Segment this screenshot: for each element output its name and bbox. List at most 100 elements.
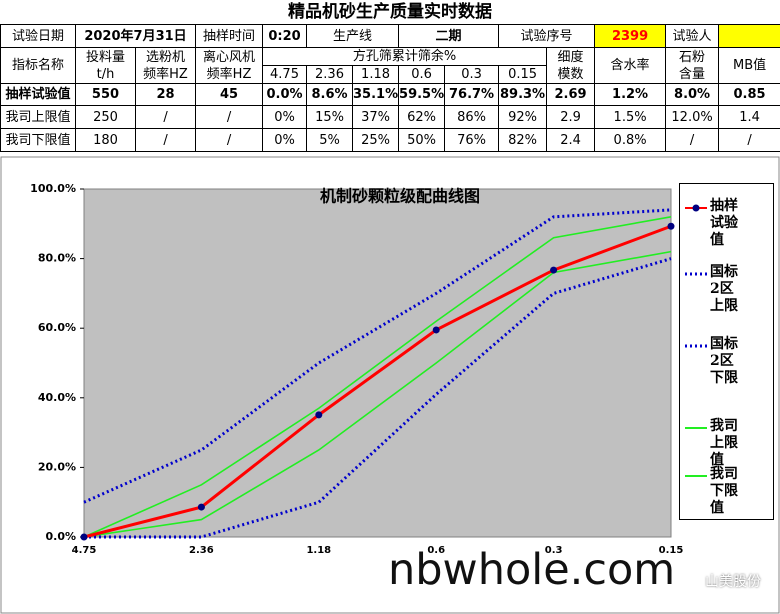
value-cell: 2.69 [546, 83, 596, 106]
value-cell: 我司上限值 [0, 105, 76, 129]
value-cell: 92% [498, 105, 548, 129]
header-cell: 投料量 t/h [75, 47, 136, 84]
y-tick-label: 40.0% [38, 391, 76, 404]
point-marker [667, 222, 675, 230]
legend-label: 国标2区下限 [710, 336, 738, 386]
value-cell: 25% [352, 128, 400, 152]
series-line [83, 250, 672, 538]
legend-swatch [685, 475, 707, 477]
point-marker [197, 503, 205, 511]
info-cell: 生产线 [306, 24, 400, 48]
value-cell: 12.0% [665, 105, 720, 129]
value-cell: 我司下限值 [0, 128, 76, 152]
info-cell: 试验人 [665, 24, 720, 48]
x-tick-label: 0.6 [427, 545, 445, 556]
sieve-cell: 0.6 [398, 65, 446, 84]
value-cell: 45 [195, 83, 264, 106]
legend-label: 抽样试验值 [710, 198, 738, 248]
value-cell: / [718, 128, 780, 152]
sieve-cell: 0.15 [498, 65, 548, 84]
legend-label: 国标2区上限 [710, 264, 738, 314]
point-marker [550, 266, 558, 274]
value-cell: 抽样试验值 [0, 83, 76, 106]
legend-swatch [685, 344, 707, 348]
header-cell: 方孔筛累计筛余% [262, 47, 548, 66]
watermark: nbwhole.com [388, 545, 676, 595]
value-cell: 76% [444, 128, 500, 152]
plot-area [83, 188, 672, 538]
legend-swatch [685, 272, 707, 276]
y-tick-label: 100.0% [30, 182, 76, 195]
x-tick-label: 0.3 [545, 545, 563, 556]
sieve-cell: 4.75 [262, 65, 308, 84]
point-marker [432, 326, 440, 334]
value-cell: / [195, 105, 264, 129]
value-cell: 0% [262, 105, 308, 129]
info-cell: 试验日期 [0, 24, 76, 48]
header-cell: MB值 [718, 47, 780, 84]
legend-swatch [685, 204, 707, 212]
value-cell: 1.5% [594, 105, 667, 129]
value-cell: / [195, 128, 264, 152]
x-tick-label: 4.75 [72, 545, 97, 556]
brand-watermark: 山美股份 [705, 574, 761, 590]
point-marker [315, 411, 323, 419]
series-line [83, 208, 672, 504]
value-cell: 0.85 [718, 83, 780, 106]
value-cell: 2.9 [546, 105, 596, 129]
y-tick-label: 60.0% [38, 321, 76, 334]
value-cell: 50% [398, 128, 446, 152]
y-tick-label: 0.0% [45, 530, 76, 543]
legend-label: 我司上限值 [710, 418, 738, 468]
value-cell: 250 [75, 105, 136, 129]
value-cell: / [665, 128, 720, 152]
value-cell: 0% [262, 128, 308, 152]
x-tick-label: 2.36 [189, 545, 214, 556]
value-cell: 35.1% [352, 83, 400, 106]
x-tick-label: 0.15 [659, 545, 684, 556]
value-cell: 62% [398, 105, 446, 129]
chart-title: 机制砂颗粒级配曲线图 [320, 187, 480, 206]
value-cell: 59.5% [398, 83, 446, 106]
header-cell: 石粉 含量 [665, 47, 720, 84]
value-cell: 0.0% [262, 83, 308, 106]
info-cell: 0:20 [262, 24, 308, 48]
value-cell: 76.7% [444, 83, 500, 106]
header-cell: 含水率 [594, 47, 667, 84]
value-cell: 5% [306, 128, 354, 152]
legend-label: 我司下限值 [710, 466, 738, 516]
value-cell: 15% [306, 105, 354, 129]
blank-yellow-cell [718, 24, 780, 48]
value-cell: 8.0% [665, 83, 720, 106]
legend: 抽样试验值国标2区上限 国标2区下限 我司上限值 我司下限值 [679, 183, 774, 520]
series-line [83, 216, 672, 538]
value-cell: / [134, 105, 197, 129]
point-marker [80, 533, 88, 541]
header-cell: 选粉机 频率HZ [134, 47, 197, 84]
value-cell: 180 [75, 128, 136, 152]
series-line [83, 224, 672, 539]
header-cell: 细度 模数 [546, 47, 596, 84]
value-cell: 2.4 [546, 128, 596, 152]
value-cell: 1.4 [718, 105, 780, 129]
info-cell: 2399 [594, 24, 667, 48]
x-tick-label: 1.18 [306, 545, 331, 556]
info-cell: 二期 [398, 24, 500, 48]
sieve-cell: 1.18 [352, 65, 400, 84]
info-cell: 2020年7月31日 [74, 24, 197, 48]
value-cell: 0.8% [594, 128, 667, 152]
sieve-cell: 0.3 [444, 65, 500, 84]
y-tick-label: 20.0% [38, 460, 76, 473]
y-tick-label: 80.0% [38, 252, 76, 265]
header-cell: 离心风机 频率HZ [195, 47, 264, 84]
value-cell: 86% [444, 105, 500, 129]
value-cell: 28 [134, 83, 197, 106]
value-cell: 1.2% [594, 83, 667, 106]
value-cell: 89.3% [498, 83, 548, 106]
info-cell: 抽样时间 [195, 24, 264, 48]
data-table: 试验日期 2020年7月31日 抽样时间 0:20 生产线 二期 试验序号 2399 试验人 指标… [0, 24, 780, 152]
value-cell: 37% [352, 105, 400, 129]
value-cell: / [134, 128, 197, 152]
